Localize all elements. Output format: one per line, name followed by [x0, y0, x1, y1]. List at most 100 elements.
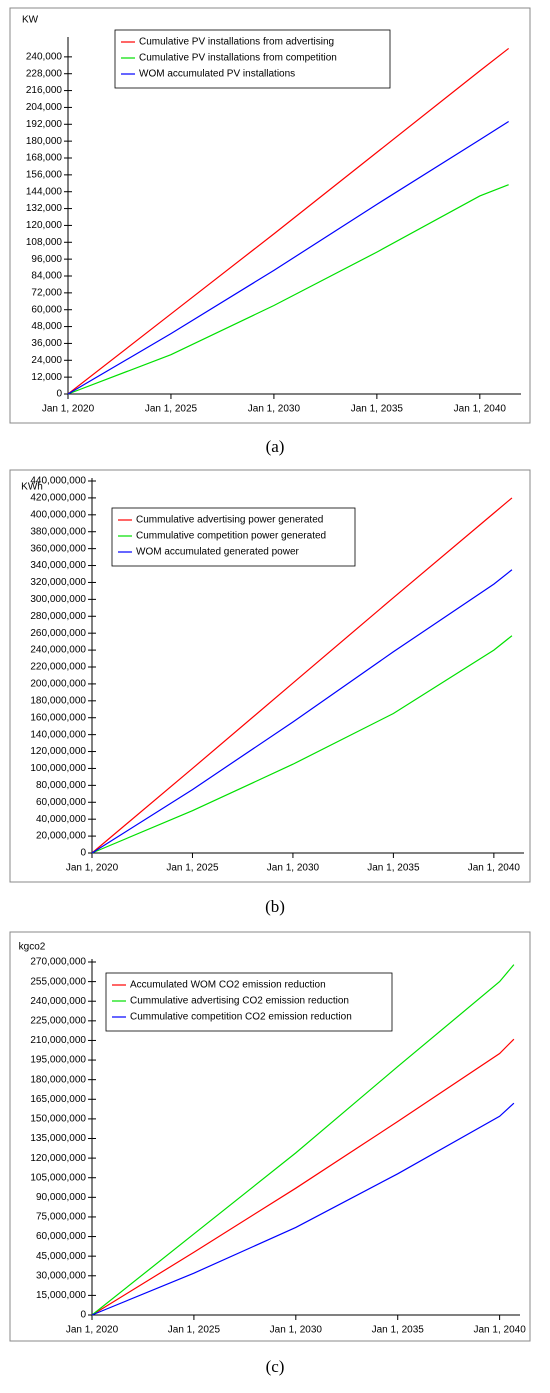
y-tick-label: 165,000,000 [30, 1094, 86, 1105]
series-line [91, 964, 515, 1316]
y-tick-label: 160,000,000 [30, 712, 86, 723]
y-tick-label: 12,000 [31, 372, 62, 383]
y-tick-label: 24,000 [31, 355, 62, 366]
y-tick-label: 36,000 [31, 338, 62, 349]
x-tick-label: Jan 1, 2035 [351, 404, 404, 415]
y-tick-label: 60,000,000 [36, 1231, 86, 1242]
y-tick-label: 180,000 [26, 136, 63, 147]
y-tick-label: 300,000,000 [30, 594, 86, 605]
y-tick-label: 210,000,000 [30, 1035, 86, 1046]
x-tick-label: Jan 1, 2035 [372, 1325, 425, 1336]
y-tick-label: 200,000,000 [30, 679, 86, 690]
y-tick-label: 90,000,000 [36, 1192, 86, 1203]
legend-label: WOM accumulated PV installations [139, 69, 295, 80]
x-tick-label: Jan 1, 2020 [66, 1325, 119, 1336]
series-line [67, 120, 509, 395]
y-tick-label: 100,000,000 [30, 763, 86, 774]
legend-label: Cummulative advertising CO2 emission red… [130, 996, 349, 1007]
y-tick-label: 195,000,000 [30, 1055, 86, 1066]
caption: (b) [265, 897, 285, 916]
y-tick-label: 420,000,000 [30, 493, 86, 504]
y-tick-label: 150,000,000 [30, 1114, 86, 1125]
y-tick-label: 40,000,000 [36, 814, 86, 825]
y-tick-label: 144,000 [26, 186, 63, 197]
y-tick-label: 84,000 [31, 271, 62, 282]
x-tick-label: Jan 1, 2020 [42, 404, 95, 415]
series-line [91, 497, 513, 854]
y-tick-label: 60,000 [31, 304, 62, 315]
y-tick-label: 240,000,000 [30, 996, 86, 1007]
y-tick-label: 280,000,000 [30, 611, 86, 622]
y-tick-label: 48,000 [31, 321, 62, 332]
y-tick-label: 120,000,000 [30, 1153, 86, 1164]
y-tick-label: 255,000,000 [30, 976, 86, 987]
y-tick-label: 135,000,000 [30, 1133, 86, 1144]
y-tick-label: 105,000,000 [30, 1172, 86, 1183]
series-line [91, 569, 513, 854]
y-tick-label: 108,000 [26, 237, 63, 248]
y-tick-label: 400,000,000 [30, 509, 86, 520]
x-tick-label: Jan 1, 2025 [145, 404, 198, 415]
y-tick-label: 240,000,000 [30, 645, 86, 656]
y-tick-label: 204,000 [26, 102, 63, 113]
y-tick-label: 132,000 [26, 203, 63, 214]
legend-label: WOM accumulated generated power [136, 547, 300, 558]
x-tick-label: Jan 1, 2025 [166, 863, 219, 874]
y-tick-label: 440,000,000 [30, 476, 86, 487]
y-tick-label: 228,000 [26, 68, 63, 79]
legend-label: Cummulative advertising power generated [136, 515, 323, 526]
x-tick-label: Jan 1, 2030 [248, 404, 301, 415]
y-tick-label: 320,000,000 [30, 577, 86, 588]
y-tick-label: 140,000,000 [30, 729, 86, 740]
y-tick-label: 0 [80, 848, 86, 859]
legend-box [105, 972, 393, 1032]
y-tick-label: 156,000 [26, 169, 63, 180]
y-tick-label: 270,000,000 [30, 957, 86, 968]
legend-box [111, 507, 356, 567]
legend-label: Cummulative competition power generated [136, 531, 326, 542]
y-tick-label: 15,000,000 [36, 1290, 86, 1301]
y-tick-label: 0 [80, 1310, 86, 1321]
y-tick-label: 192,000 [26, 119, 63, 130]
y-tick-label: 240,000 [26, 51, 63, 62]
y-tick-label: 260,000,000 [30, 628, 86, 639]
y-tick-label: 75,000,000 [36, 1212, 86, 1223]
y-tick-label: 45,000,000 [36, 1251, 86, 1262]
series-line [91, 1102, 515, 1316]
y-tick-label: 225,000,000 [30, 1015, 86, 1026]
legend-box [114, 29, 391, 89]
x-tick-label: Jan 1, 2040 [454, 404, 507, 415]
legend-label: Cumulative PV installations from competi… [139, 53, 337, 64]
y-tick-label: 360,000,000 [30, 543, 86, 554]
y-tick-label: 72,000 [31, 287, 62, 298]
y-tick-label: 96,000 [31, 254, 62, 265]
legend-label: Cummulative competition CO2 emission red… [130, 1012, 352, 1023]
series-line [67, 184, 509, 395]
y-tick-label: 20,000,000 [36, 831, 86, 842]
y-tick-label: 380,000,000 [30, 526, 86, 537]
y-tick-label: 30,000,000 [36, 1270, 86, 1281]
y-tick-label: 60,000,000 [36, 797, 86, 808]
legend-label: Cumulative PV installations from adverti… [139, 37, 334, 48]
legend-label: Accumulated WOM CO2 emission reduction [130, 980, 326, 991]
y-axis-label: kgco2 [19, 942, 46, 953]
series-line [91, 635, 513, 854]
y-tick-label: 180,000,000 [30, 1074, 86, 1085]
y-tick-label: 120,000 [26, 220, 63, 231]
x-tick-label: Jan 1, 2025 [168, 1325, 221, 1336]
y-tick-label: 0 [56, 389, 62, 400]
y-tick-label: 80,000,000 [36, 780, 86, 791]
y-tick-label: 180,000,000 [30, 695, 86, 706]
x-tick-label: Jan 1, 2040 [473, 1325, 526, 1336]
y-tick-label: 220,000,000 [30, 662, 86, 673]
x-tick-label: Jan 1, 2030 [267, 863, 320, 874]
x-tick-label: Jan 1, 2035 [367, 863, 420, 874]
x-tick-label: Jan 1, 2020 [66, 863, 119, 874]
series-line [67, 47, 510, 395]
x-tick-label: Jan 1, 2040 [468, 863, 521, 874]
y-axis-label: KWh [21, 482, 43, 493]
caption: (c) [266, 1357, 285, 1376]
y-tick-label: 340,000,000 [30, 560, 86, 571]
